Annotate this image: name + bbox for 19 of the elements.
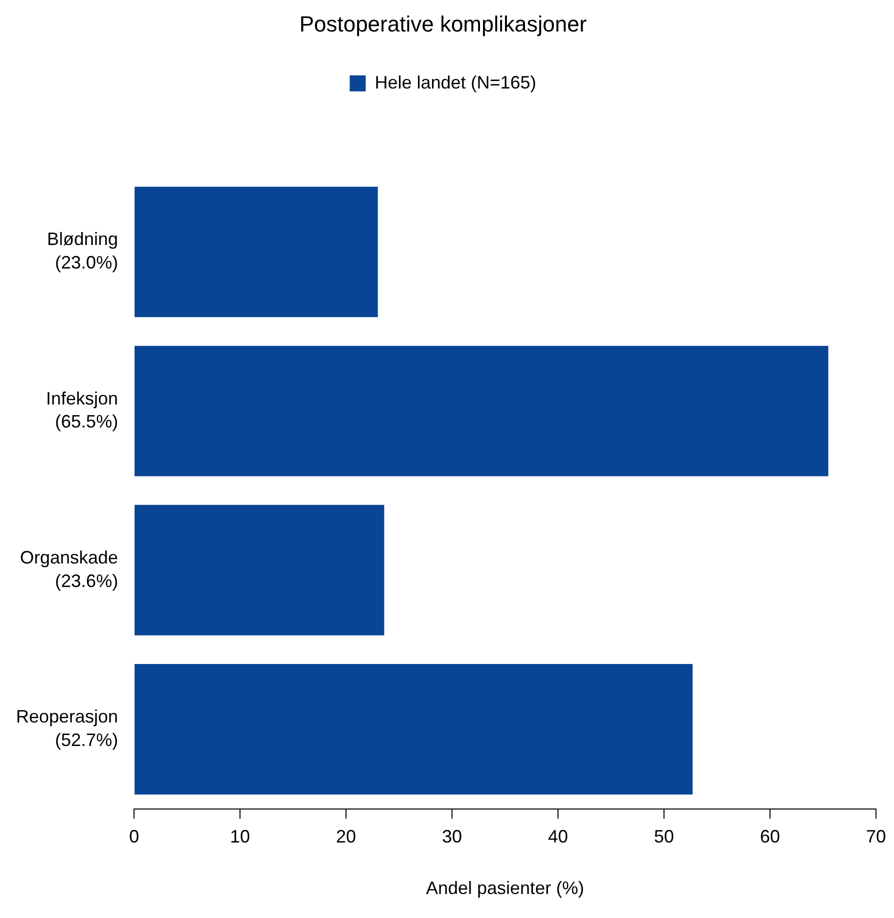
x-tick-label: 60 bbox=[760, 826, 780, 847]
bar bbox=[134, 504, 384, 636]
x-tick-label: 0 bbox=[129, 826, 140, 847]
x-tick-label: 70 bbox=[866, 826, 886, 847]
x-tick-label: 40 bbox=[548, 826, 568, 847]
chart-title: Postoperative komplikasjoner bbox=[299, 11, 587, 36]
bar bbox=[134, 346, 828, 476]
y-tick-label: Organskade (23.6%) bbox=[20, 547, 118, 591]
bar bbox=[134, 664, 693, 794]
x-tick-label: 30 bbox=[442, 826, 462, 847]
y-tick-label: Infeksjon (65.5%) bbox=[46, 388, 118, 432]
x-tick-label: 50 bbox=[654, 826, 674, 847]
x-tick-label: 10 bbox=[230, 826, 250, 847]
bar bbox=[134, 186, 378, 318]
x-axis-title: Andel pasienter (%) bbox=[426, 878, 584, 898]
x-tick-label: 20 bbox=[336, 826, 356, 847]
legend-label: Hele landet (N=165) bbox=[374, 72, 536, 92]
y-tick-label: Reoperasjon (52.7%) bbox=[16, 706, 118, 750]
y-tick-label: Blødning (23.0%) bbox=[47, 229, 118, 273]
